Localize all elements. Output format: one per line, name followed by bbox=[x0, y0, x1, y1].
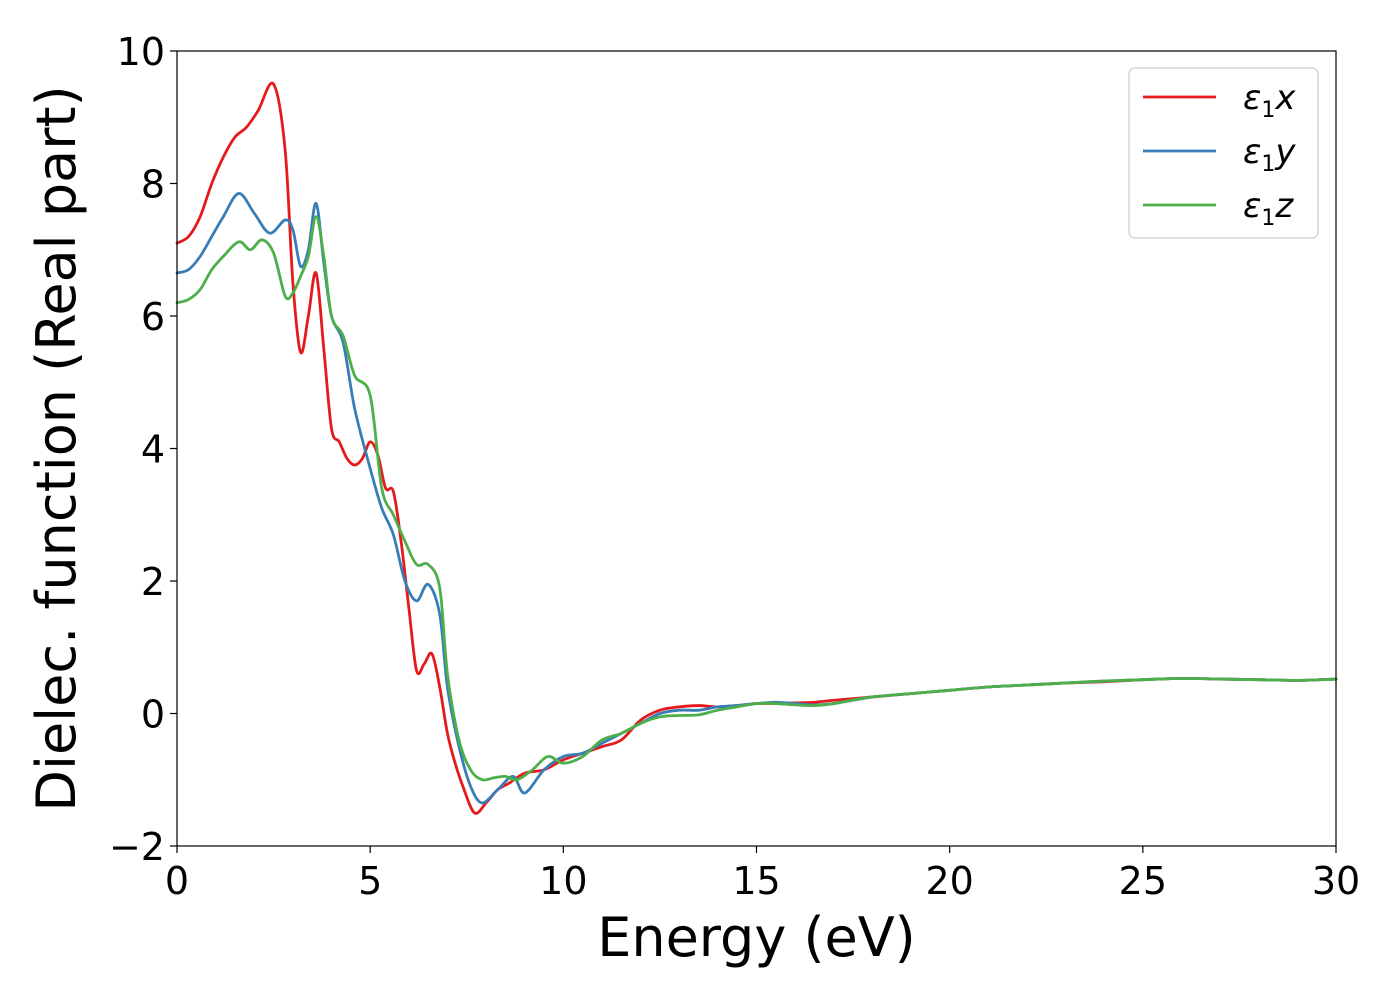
legend-label-sub: 1 bbox=[1261, 98, 1275, 123]
x-tick-label: 25 bbox=[1119, 859, 1167, 903]
y-tick-label: 4 bbox=[141, 428, 165, 472]
legend-label-x: ε1x bbox=[1243, 78, 1296, 123]
y-axis-title: Dielec. function (Real part) bbox=[25, 85, 88, 811]
legend-label-base: ε bbox=[1243, 132, 1261, 172]
x-axis: 0 5 10 15 20 25 30 bbox=[165, 846, 1360, 903]
x-tick-label: 20 bbox=[925, 859, 973, 903]
legend-label-var: x bbox=[1274, 78, 1296, 118]
x-axis-title: Energy (eV) bbox=[597, 906, 916, 969]
legend-label-sub: 1 bbox=[1261, 206, 1275, 231]
legend-label-sub: 1 bbox=[1261, 152, 1275, 177]
y-tick-label: −2 bbox=[109, 825, 165, 869]
series-line-z bbox=[175, 215, 1338, 782]
y-axis: −2 0 2 4 6 8 10 bbox=[109, 30, 177, 869]
legend-label-var: z bbox=[1274, 186, 1294, 226]
legend-label-y: ε1y bbox=[1243, 132, 1296, 177]
legend-label-z: ε1z bbox=[1243, 186, 1294, 231]
series-layer bbox=[175, 81, 1338, 815]
x-tick-label: 10 bbox=[539, 859, 587, 903]
x-tick-label: 5 bbox=[358, 859, 382, 903]
x-tick-label: 0 bbox=[165, 859, 189, 903]
legend-label-base: ε bbox=[1243, 186, 1261, 226]
y-tick-label: 0 bbox=[141, 693, 165, 737]
legend-label-var: y bbox=[1274, 132, 1296, 172]
x-tick-label: 15 bbox=[732, 859, 780, 903]
legend-label-base: ε bbox=[1243, 78, 1261, 118]
y-tick-label: 8 bbox=[141, 163, 165, 207]
y-tick-label: 6 bbox=[141, 295, 165, 339]
y-tick-label: 2 bbox=[141, 560, 165, 604]
x-tick-label: 30 bbox=[1312, 859, 1360, 903]
legend-box bbox=[1128, 67, 1319, 239]
y-tick-label: 10 bbox=[117, 30, 165, 74]
